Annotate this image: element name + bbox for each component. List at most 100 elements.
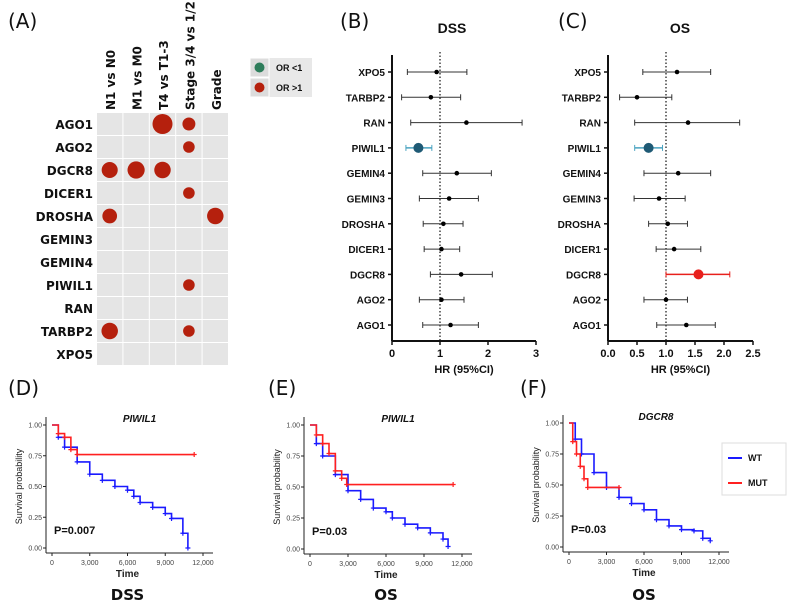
bubble bbox=[152, 114, 173, 134]
censor-mark bbox=[700, 535, 706, 541]
grid-cell bbox=[123, 182, 149, 204]
bubble bbox=[183, 187, 195, 199]
censor-mark bbox=[345, 488, 351, 494]
censor-mark bbox=[131, 493, 137, 499]
grid-cell bbox=[202, 113, 228, 135]
y-tick-label: 0.25 bbox=[286, 516, 300, 523]
censor-mark bbox=[389, 515, 395, 521]
grid-cell bbox=[202, 136, 228, 158]
x-tick-label: 12,000 bbox=[192, 560, 214, 567]
y-tick-label: 0.50 bbox=[28, 484, 42, 491]
grid-cell bbox=[202, 343, 228, 365]
gene-label: AGO2 bbox=[573, 296, 602, 307]
grid-cell bbox=[123, 343, 149, 365]
censor-mark bbox=[326, 451, 332, 457]
gene-label: XPO5 bbox=[358, 68, 385, 79]
censor-mark bbox=[616, 494, 622, 500]
censor-mark bbox=[427, 530, 433, 536]
grid-cell bbox=[97, 182, 123, 204]
x-tick-label: 6,000 bbox=[377, 561, 395, 568]
grid-cell bbox=[149, 228, 176, 250]
y-tick-label: 1.00 bbox=[286, 423, 300, 430]
grid-cell bbox=[149, 297, 176, 319]
x-tick-label: 9,000 bbox=[415, 561, 433, 568]
legend-dot bbox=[254, 82, 265, 93]
gene-label: TARBP2 bbox=[346, 93, 386, 104]
grid-cell bbox=[176, 343, 202, 365]
x-tick-label: 2.5 bbox=[745, 348, 760, 360]
km-subtitle: OS bbox=[632, 586, 656, 604]
km-title: PIWIL1 bbox=[123, 414, 157, 425]
km-curve-mut bbox=[310, 424, 454, 486]
hr-point bbox=[448, 322, 453, 328]
km-legend bbox=[721, 442, 787, 496]
censor-mark bbox=[180, 530, 186, 536]
censor-mark bbox=[577, 463, 583, 469]
x-tick-label: 0 bbox=[389, 348, 395, 360]
grid-cell bbox=[123, 297, 149, 319]
grid-cell bbox=[123, 251, 149, 273]
legend-label: WT bbox=[748, 453, 762, 463]
gene-label: DROSHA bbox=[558, 220, 601, 231]
grid-cell bbox=[97, 113, 123, 135]
y-tick-label: 0.50 bbox=[545, 483, 559, 490]
gene-label: AGO1 bbox=[573, 321, 602, 332]
gene-label: GEMIN3 bbox=[347, 195, 386, 206]
bubble bbox=[183, 279, 195, 291]
gene-label: AGO1 bbox=[357, 321, 386, 332]
grid-cell bbox=[149, 343, 176, 365]
grid-cell bbox=[123, 136, 149, 158]
grid-cell bbox=[97, 297, 123, 319]
gene-label: PIWIL1 bbox=[568, 144, 602, 155]
panel-label-d: (D) bbox=[8, 376, 39, 400]
grid-cell bbox=[149, 251, 176, 273]
censor-mark bbox=[440, 536, 446, 542]
panel-label-e: (E) bbox=[268, 376, 296, 400]
censor-mark bbox=[320, 453, 326, 459]
censor-mark bbox=[162, 511, 168, 517]
grid-cell bbox=[202, 274, 228, 296]
gene-label: GEMIN3 bbox=[563, 195, 602, 206]
hr-point bbox=[439, 246, 444, 252]
censor-mark bbox=[169, 515, 175, 521]
p-value: P=0.03 bbox=[312, 526, 347, 538]
x-tick-label: 3,000 bbox=[339, 561, 357, 568]
censor-mark bbox=[691, 528, 697, 534]
gene-label: TARBP2 bbox=[562, 93, 602, 104]
y-tick-label: 0.00 bbox=[286, 547, 300, 554]
x-tick-label: 12,000 bbox=[708, 559, 730, 566]
gene-label: PIWIL1 bbox=[352, 144, 386, 155]
y-axis-label: Survival probability bbox=[272, 449, 282, 525]
y-tick-label: 0.50 bbox=[286, 485, 300, 492]
hr-point bbox=[674, 69, 680, 75]
censor-mark bbox=[445, 544, 451, 550]
gene-label: DGCR8 bbox=[350, 270, 385, 281]
censor-mark bbox=[402, 521, 408, 527]
grid-cell bbox=[97, 136, 123, 158]
censor-mark bbox=[62, 444, 68, 450]
column-label: M1 vs M0 bbox=[131, 46, 145, 110]
km-subtitle: DSS bbox=[111, 586, 144, 604]
bubble bbox=[101, 322, 118, 340]
gene-label: XPO5 bbox=[574, 68, 601, 79]
x-tick-label: 6,000 bbox=[119, 560, 137, 567]
row-label: PIWIL1 bbox=[46, 279, 93, 293]
x-axis-label: Time bbox=[116, 569, 140, 580]
grid-cell bbox=[202, 251, 228, 273]
grid-cell bbox=[149, 136, 176, 158]
censor-mark bbox=[332, 468, 338, 474]
hr-point bbox=[656, 196, 662, 201]
bubble bbox=[207, 207, 224, 225]
grid-cell bbox=[176, 228, 202, 250]
y-tick-label: 1.00 bbox=[28, 423, 42, 430]
hr-point bbox=[685, 120, 691, 125]
x-tick-label: 9,000 bbox=[156, 560, 174, 567]
column-label: N1 vs N0 bbox=[104, 50, 118, 110]
grid-cell bbox=[149, 274, 176, 296]
censor-mark bbox=[591, 470, 597, 476]
grid-cell bbox=[97, 228, 123, 250]
bubble-grid bbox=[97, 113, 228, 365]
censor-mark bbox=[383, 509, 389, 515]
hr-point bbox=[464, 120, 469, 125]
